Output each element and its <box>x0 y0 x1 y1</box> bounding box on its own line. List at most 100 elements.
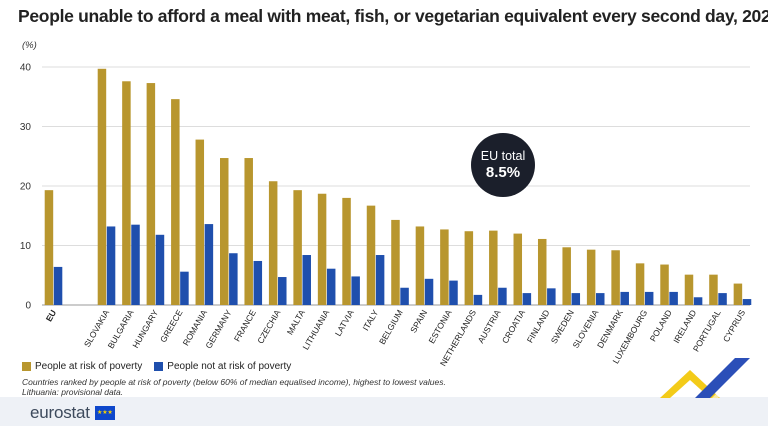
legend-item-not-at-risk: People not at risk of poverty <box>154 361 291 372</box>
eu-total-value: 8.5% <box>485 163 521 181</box>
bar-not-at-risk <box>620 291 629 305</box>
bar-not-at-risk <box>498 287 507 305</box>
bar-not-at-risk <box>180 271 189 305</box>
x-tick-label: EU <box>44 308 59 323</box>
bar-not-at-risk <box>718 293 727 305</box>
bar-at-risk <box>268 181 278 305</box>
unit-label: (%) <box>22 40 37 51</box>
eurostat-logo: eurostat ★★★ <box>30 403 115 423</box>
bar-not-at-risk <box>155 234 165 305</box>
bar-at-risk <box>415 226 425 305</box>
legend-label-not-at-risk: People not at risk of poverty <box>167 361 292 372</box>
x-tick-label: CYPRUS <box>721 308 748 344</box>
legend-swatch-at-risk <box>22 362 31 371</box>
bar-not-at-risk <box>522 293 532 305</box>
bar-at-risk <box>317 193 327 305</box>
bar-at-risk <box>660 264 669 305</box>
x-tick-label: CZECHIA <box>255 308 282 346</box>
x-tick-label: SPAIN <box>408 308 429 335</box>
bar-at-risk <box>44 190 54 305</box>
bar-not-at-risk <box>253 260 263 305</box>
x-tick-label: ITALY <box>360 308 380 333</box>
legend-item-at-risk: People at risk of poverty <box>22 361 142 372</box>
x-tick-label: BELGIUM <box>377 308 405 346</box>
bar-not-at-risk <box>449 280 458 305</box>
bar-not-at-risk <box>278 277 287 305</box>
bar-at-risk <box>562 247 571 305</box>
footer-band <box>0 397 768 426</box>
legend-label-at-risk: People at risk of poverty <box>35 361 143 372</box>
bar-at-risk <box>513 233 523 305</box>
bar-not-at-risk <box>742 299 752 305</box>
bar-not-at-risk <box>693 297 703 305</box>
y-tick-label: 40 <box>20 63 32 74</box>
y-tick-label: 20 <box>20 182 32 193</box>
x-tick-label: POLAND <box>648 308 674 343</box>
bar-not-at-risk <box>547 288 556 305</box>
legend: People at risk of poverty People not at … <box>22 361 291 372</box>
bar-at-risk <box>489 230 498 305</box>
bar-not-at-risk <box>400 287 409 305</box>
bar-not-at-risk <box>302 255 311 305</box>
bar-at-risk <box>195 139 205 305</box>
x-tick-label: FRANCE <box>232 308 258 344</box>
bar-not-at-risk <box>204 224 214 305</box>
x-tick-label: GREECE <box>158 308 185 344</box>
eu-total-badge: EU total 8.5% <box>471 133 535 197</box>
bars <box>44 68 752 305</box>
bar-at-risk <box>97 68 107 305</box>
footnote-ranking: Countries ranked by people at risk of po… <box>22 377 446 387</box>
bar-at-risk <box>220 158 229 305</box>
footnote-lithuania: Lithuania: provisional data. <box>22 387 124 397</box>
x-tick-label: ESTONIA <box>426 308 453 345</box>
legend-swatch-not-at-risk <box>154 362 164 371</box>
x-tick-label: SWEDEN <box>549 308 576 345</box>
decorative-chevron-graphic <box>660 358 754 398</box>
y-tick-label: 10 <box>20 241 32 252</box>
bar-at-risk <box>171 99 180 305</box>
bar-at-risk <box>635 263 645 305</box>
bar-at-risk <box>537 238 547 305</box>
x-tick-label: MALTA <box>285 308 307 337</box>
x-tick-label: IRELAND <box>671 308 698 345</box>
x-tick-label: AUSTRIA <box>476 308 503 345</box>
bar-not-at-risk <box>229 253 238 305</box>
bar-at-risk <box>440 229 449 305</box>
bar-at-risk <box>391 219 400 305</box>
bar-at-risk <box>293 190 302 305</box>
footnotes: Countries ranked by people at risk of po… <box>22 377 446 397</box>
bar-at-risk <box>122 81 131 305</box>
logo-text: eurostat <box>30 403 90 422</box>
bar-at-risk <box>684 274 694 305</box>
bar-at-risk <box>464 231 474 305</box>
bar-not-at-risk <box>375 255 385 305</box>
bar-not-at-risk <box>473 294 483 305</box>
bar-not-at-risk <box>644 291 654 305</box>
bar-at-risk <box>611 250 620 305</box>
y-tick-label: 30 <box>20 122 32 133</box>
bar-not-at-risk <box>424 278 434 305</box>
bar-not-at-risk <box>669 291 678 305</box>
bar-at-risk <box>733 283 743 305</box>
bar-not-at-risk <box>571 293 581 305</box>
bar-not-at-risk <box>53 266 63 305</box>
bar-not-at-risk <box>351 276 360 305</box>
x-tick-label: CROATIA <box>500 308 527 345</box>
y-tick-label: 0 <box>25 301 31 312</box>
bar-at-risk <box>146 83 156 305</box>
bar-at-risk <box>366 205 376 305</box>
bar-at-risk <box>709 274 718 305</box>
eu-flag-icon: ★★★ <box>94 406 115 420</box>
bar-not-at-risk <box>106 226 116 305</box>
eu-total-label: EU total <box>480 148 526 163</box>
bar-at-risk <box>586 249 596 305</box>
bar-not-at-risk <box>131 224 140 305</box>
bar-not-at-risk <box>326 268 336 305</box>
bar-at-risk <box>244 158 253 305</box>
bar-not-at-risk <box>596 293 605 305</box>
y-axis-ticks: 0 10 20 30 40 <box>20 63 32 312</box>
chart-title: People unable to afford a meal with meat… <box>18 6 768 26</box>
x-axis-labels: EU SLOVAKIABULGARIAHUNGARYGREECEROMANIAGE… <box>44 308 748 368</box>
x-tick-label: LATVIA <box>333 308 356 338</box>
